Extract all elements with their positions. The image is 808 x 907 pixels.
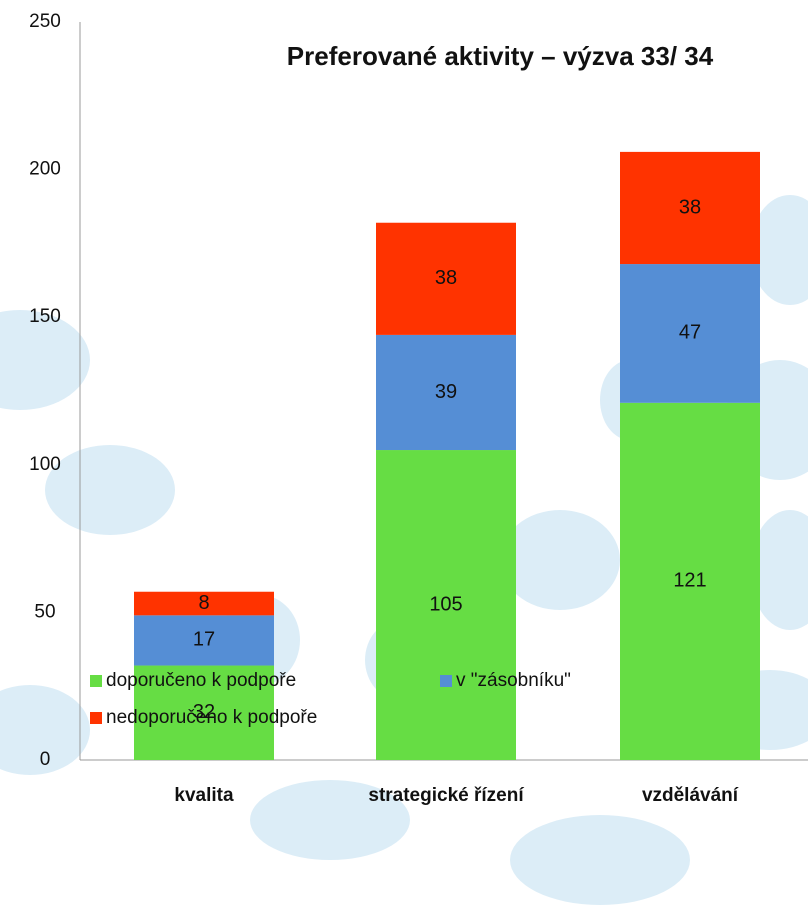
chart-title: Preferované aktivity – výzva 33/ 34 <box>287 41 714 71</box>
value-label: 17 <box>193 629 215 651</box>
x-tick-label: strategické řízení <box>368 785 524 806</box>
value-label: 47 <box>679 322 701 344</box>
value-label: 105 <box>429 593 462 615</box>
y-tick-label: 100 <box>29 454 61 475</box>
value-label: 39 <box>435 381 457 403</box>
x-tick-label: kvalita <box>174 785 234 806</box>
y-tick-label: 250 <box>29 11 61 32</box>
chart: Preferované aktivity – výzva 33/ 34 0 50 1… <box>0 0 808 907</box>
y-tick-label: 50 <box>34 601 55 622</box>
value-label: 38 <box>679 196 701 218</box>
y-tick-label: 0 <box>40 749 51 770</box>
value-label: 121 <box>673 570 706 592</box>
legend-swatch <box>440 675 452 687</box>
legend-label: doporučeno k podpoře <box>106 670 296 691</box>
legend-swatch <box>90 675 102 687</box>
legend-label: v "zásobníku" <box>456 670 571 691</box>
legend-swatch <box>90 712 102 724</box>
x-tick-label: vzdělávání <box>642 785 739 806</box>
value-label: 38 <box>435 267 457 289</box>
y-tick-label: 150 <box>29 306 61 327</box>
legend-label: nedoporučeno k podpoře <box>106 707 317 728</box>
y-tick-label: 200 <box>29 159 61 180</box>
value-label: 8 <box>198 592 209 614</box>
